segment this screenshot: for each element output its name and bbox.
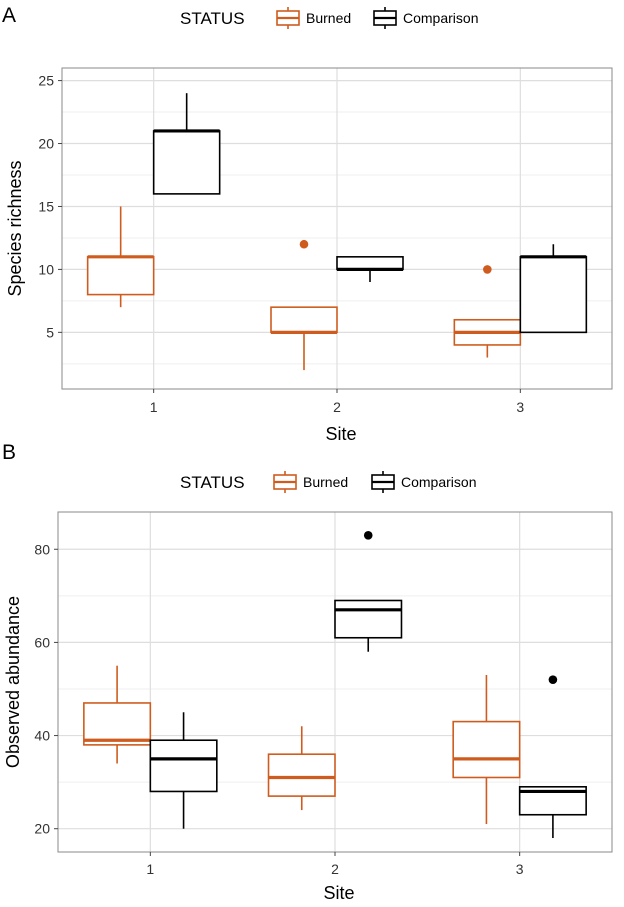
panel-b-site-3-comparison-outlier bbox=[548, 675, 558, 684]
panel-b-label: B bbox=[2, 441, 16, 464]
panel-b-y-tick-label: 40 bbox=[34, 728, 50, 744]
panel-a-y-tick-label: 15 bbox=[38, 198, 54, 214]
panel-a-site-1-comparison-box bbox=[152, 130, 221, 195]
panel-b-site-3-burned-box bbox=[452, 720, 521, 779]
panel-a-y-axis-title: Species richness bbox=[5, 160, 25, 296]
panel-a-legend-title: STATUS bbox=[180, 9, 245, 28]
panel-a-y-tick-label: 10 bbox=[38, 261, 54, 277]
panel-b-x-tick-label: 1 bbox=[146, 861, 154, 877]
panel-b-legend-title: STATUS bbox=[180, 473, 245, 492]
panel-b-x-tick-label: 3 bbox=[516, 861, 524, 877]
panel-b-site-1-comparison-box bbox=[149, 739, 218, 793]
panel-a-site-3-comparison-box bbox=[519, 256, 588, 334]
panel-a-legend-label: Comparison bbox=[403, 10, 478, 26]
panel-b-site-1-burned-box bbox=[83, 702, 152, 746]
panel-a-site-1-burned-box bbox=[86, 256, 155, 296]
panel-b-x-tick-label: 2 bbox=[331, 861, 339, 877]
panel-b-y-tick-label: 20 bbox=[34, 821, 50, 837]
panel-a-x-tick-label: 2 bbox=[333, 399, 341, 415]
panel-b-site-2-comparison-outlier bbox=[363, 530, 373, 540]
panel-a-y-tick-label: 25 bbox=[38, 73, 54, 89]
panel-a-y-tick-label: 20 bbox=[38, 136, 54, 152]
panel-a-legend-label: Burned bbox=[306, 10, 351, 26]
panel-b-y-tick-label: 60 bbox=[34, 634, 50, 650]
panel-a-site-2-burned-outlier bbox=[299, 239, 309, 249]
panel-a-x-tick-label: 3 bbox=[516, 399, 524, 415]
panel-b-y-tick-label: 80 bbox=[34, 541, 50, 557]
panel-a-x-axis-title: Site bbox=[325, 424, 356, 444]
panel-a-site-2-burned-box bbox=[270, 306, 338, 334]
panel-b-site-2-comparison-box bbox=[334, 599, 403, 639]
panel-b-legend-label: Burned bbox=[303, 474, 348, 490]
panel-a-site-2-comparison-box bbox=[336, 256, 404, 271]
panel-a-x-tick-label: 1 bbox=[150, 399, 158, 415]
panel-a-site-3-burned-outlier bbox=[483, 265, 492, 274]
panel-b-legend-label: Comparison bbox=[401, 474, 476, 490]
panel-a-label: A bbox=[2, 4, 16, 27]
panel-b-y-axis-title: Observed abundance bbox=[3, 596, 23, 768]
panel-b-x-axis-title: Site bbox=[323, 883, 354, 903]
panel-a-y-tick-label: 5 bbox=[46, 324, 54, 340]
panel-b-site-2-burned-box bbox=[267, 753, 336, 797]
